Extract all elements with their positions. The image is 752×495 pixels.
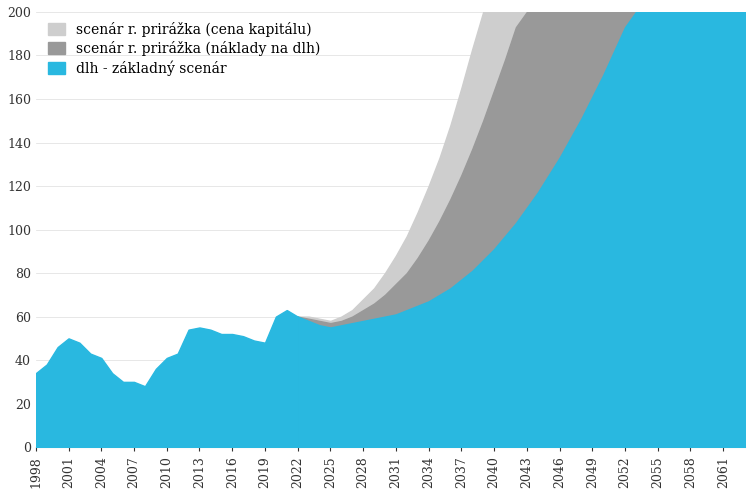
- Legend: scenár r. prirážka (cena kapitálu), scenár r. prirážka (náklady na dlh), dlh - z: scenár r. prirážka (cena kapitálu), scen…: [43, 16, 326, 81]
